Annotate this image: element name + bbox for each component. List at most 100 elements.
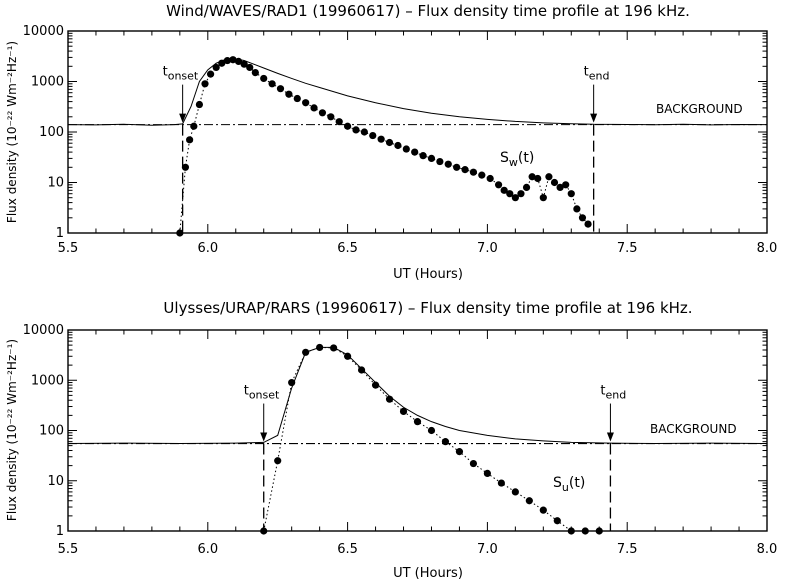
data-point <box>556 183 564 191</box>
data-point <box>344 122 352 130</box>
solid-profile-line <box>67 58 768 126</box>
data-point <box>385 395 394 403</box>
ulysses-title: Ulysses/URAP/RARS (19960617) – Flux dens… <box>163 299 692 317</box>
data-point <box>453 163 461 171</box>
ulysses-background-label: BACKGROUND <box>650 422 737 436</box>
end-arrow-head <box>606 432 614 442</box>
data-point <box>581 527 589 535</box>
data-point <box>288 378 296 387</box>
data-point <box>186 136 194 144</box>
data-point <box>344 352 352 360</box>
data-point <box>500 186 508 194</box>
data-point <box>441 438 450 446</box>
data-point <box>517 190 525 198</box>
y-tick-label: 1 <box>56 226 64 241</box>
data-point <box>190 122 198 130</box>
data-point <box>268 80 276 88</box>
x-tick-label: 7.5 <box>617 241 638 256</box>
data-point <box>478 171 486 179</box>
data-point <box>234 57 243 66</box>
data-point <box>525 497 533 505</box>
y-tick-label: 1000 <box>31 373 64 388</box>
data-point <box>201 80 209 88</box>
data-point <box>511 194 519 202</box>
data-point <box>181 163 190 171</box>
onset-label: tonset <box>244 384 280 402</box>
series-label: Sw(t) <box>500 150 534 169</box>
x-tick-label: 7.0 <box>477 241 498 256</box>
data-point <box>436 157 444 166</box>
data-point <box>360 128 368 136</box>
data-point <box>176 229 184 237</box>
data-point <box>483 469 491 478</box>
end-label: tend <box>600 384 626 402</box>
end-label: tend <box>584 65 610 83</box>
x-tick-label: 8.0 <box>757 542 778 557</box>
data-point <box>411 148 419 156</box>
x-tick-label: 5.5 <box>58 241 79 256</box>
data-point <box>413 418 422 426</box>
data-point <box>461 166 469 174</box>
data-point <box>293 94 301 103</box>
y-tick-label: 100 <box>39 424 64 439</box>
wind-panel: Wind/WAVES/RAD1 (19960617) – Flux densit… <box>5 2 777 282</box>
data-point <box>206 70 215 78</box>
data-point <box>486 174 494 183</box>
data-point <box>567 527 575 535</box>
data-point <box>330 344 338 352</box>
x-tick-label: 8.0 <box>757 241 778 256</box>
data-point <box>550 178 559 187</box>
data-point <box>377 135 385 143</box>
data-point <box>545 173 553 181</box>
data-point <box>494 181 503 189</box>
x-tick-label: 6.5 <box>337 241 358 256</box>
wind-background-label: BACKGROUND <box>656 102 743 116</box>
ulysses-x-axis-label: UT (Hours) <box>393 566 463 581</box>
x-tick-label: 7.0 <box>477 542 498 557</box>
data-point <box>444 160 452 168</box>
data-point <box>567 190 575 198</box>
data-point <box>302 348 310 356</box>
x-tick-label: 5.5 <box>58 542 79 557</box>
data-point <box>251 69 259 77</box>
series-label: Su(t) <box>553 475 585 494</box>
onset-arrow-head <box>260 432 268 442</box>
data-point <box>528 173 536 181</box>
data-point <box>246 63 254 72</box>
y-tick-label: 100 <box>39 125 64 140</box>
data-point <box>276 85 285 93</box>
y-tick-label: 10 <box>47 176 64 191</box>
data-point <box>335 118 343 126</box>
x-tick-label: 7.5 <box>617 542 638 557</box>
data-point <box>385 138 394 147</box>
dotted-profile-line <box>263 346 600 532</box>
data-point <box>399 407 408 415</box>
y-tick-label: 1000 <box>31 75 64 90</box>
data-point <box>595 527 603 535</box>
data-point <box>469 459 478 468</box>
end-arrow-head <box>590 113 598 123</box>
data-point <box>310 104 318 112</box>
data-point <box>371 381 380 389</box>
data-point <box>573 205 581 213</box>
data-point <box>302 99 310 107</box>
data-point <box>562 181 570 189</box>
y-tick-label: 10 <box>47 474 64 489</box>
data-point <box>427 426 436 435</box>
x-tick-label: 6.5 <box>337 542 358 557</box>
data-point <box>327 113 335 121</box>
dotted-profile-line <box>179 59 589 234</box>
data-point <box>218 59 226 67</box>
data-point <box>195 100 204 109</box>
ulysses-panel: Ulysses/URAP/RARS (19960617) – Flux dens… <box>5 299 777 581</box>
data-point <box>394 141 402 150</box>
wind-x-axis-label: UT (Hours) <box>393 267 463 282</box>
wind-y-axis-label: Flux density (10⁻²² Wm⁻²Hz⁻¹) <box>5 41 19 223</box>
data-point <box>260 74 268 83</box>
data-point <box>539 506 547 514</box>
data-point <box>419 152 427 160</box>
data-point <box>223 56 231 65</box>
onset-label: tonset <box>163 65 199 83</box>
data-point <box>240 60 248 68</box>
data-point <box>455 448 464 456</box>
